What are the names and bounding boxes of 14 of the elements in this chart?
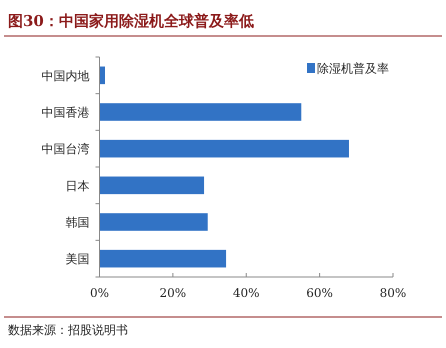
y-tick-label: 日本: [66, 178, 90, 193]
source-note: 数据来源：招股说明书: [8, 323, 128, 337]
legend: 除湿机普及率: [307, 62, 389, 76]
x-tick-label: 0%: [90, 286, 110, 300]
x-tick-label: 60%: [306, 286, 333, 300]
y-tick-label: 中国内地: [42, 68, 90, 83]
x-tick-label: 40%: [232, 286, 260, 300]
y-tick-label: 韩国: [66, 216, 90, 230]
y-tick-label: 中国香港: [42, 106, 90, 120]
title: 图30：中国家用除湿机全球普及率低: [8, 12, 254, 30]
x-tick-label: 20%: [160, 286, 186, 300]
y-tick-label: 美国: [66, 252, 90, 266]
y-tick-label: 中国台湾: [42, 142, 90, 156]
x-tick-label: 80%: [380, 286, 406, 300]
